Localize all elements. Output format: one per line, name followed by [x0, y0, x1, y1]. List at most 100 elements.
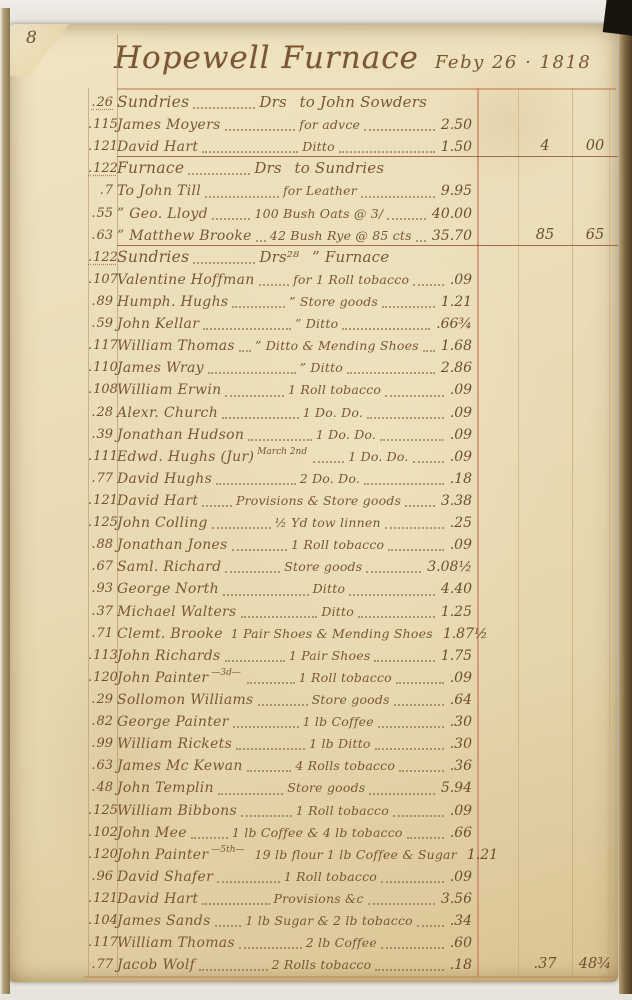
entry-name: David Hart: [117, 492, 199, 509]
account-number: 102: [88, 822, 118, 844]
ledger-row: 107 Valentine Hoffman for 1 Roll tobacco…: [8, 269, 618, 291]
entry-main: David Hart Ditto 1.50: [117, 136, 477, 158]
dotted-leader: [202, 903, 270, 906]
column-gap: [477, 645, 518, 667]
account-number: 121: [88, 888, 118, 910]
entry-description: 1 Roll tobacco: [298, 669, 392, 685]
account-number: 113: [88, 645, 118, 667]
entry-amount: 3.56: [440, 890, 472, 907]
account-number: 28: [88, 402, 117, 424]
ledger-row: 117 William Thomas 2 lb Coffee .60: [8, 932, 618, 954]
trailing-dotted-leader: [342, 328, 431, 331]
trailing-dotted-leader: [384, 527, 444, 530]
column-gap: [477, 866, 518, 888]
trailing-dotted-leader: [357, 615, 435, 618]
entry-amount: .09: [449, 382, 473, 399]
account-number: 77: [88, 954, 117, 976]
entry-description: Provisions &c: [273, 890, 364, 906]
entry-description: Drs to John Sowders: [259, 93, 428, 111]
dotted-leader: [258, 283, 290, 286]
trailing-dotted-leader: [364, 482, 444, 485]
ledger-row: 63 James Mc Kewan 4 Rolls tobacco .36: [8, 755, 618, 777]
entry-main: William Thomas ” Ditto & Mending Shoes 1…: [117, 335, 477, 357]
ledger-row: 115 James Moyers for advce 2.50: [8, 114, 618, 136]
entry-main: David Hart Provisions &c 3.56: [117, 888, 477, 910]
trailing-dotted-leader: [374, 659, 435, 662]
dotted-leader: [217, 880, 280, 883]
entry-description: Drs²⁸ ” Furnace: [259, 247, 390, 266]
entry-main: John Kellar ” Ditto .66¾: [117, 313, 477, 335]
entry-description: ” Ditto: [295, 316, 339, 332]
entry-amount: 35.70: [431, 227, 472, 244]
column-gap: [477, 601, 518, 623]
ledger-row: 26 Sundries Drs to John Sowders: [8, 92, 618, 114]
entry-name: Alexr. Church: [117, 404, 219, 421]
ledger-row: 48 John Templin Store goods 5.94: [8, 777, 618, 799]
dotted-leader: [222, 593, 309, 596]
column-gap: [477, 313, 518, 335]
trailing-dotted-leader: [385, 394, 444, 397]
column-gap: [477, 777, 518, 799]
ledger-row: 37 Michael Walters Ditto 1.25: [8, 601, 618, 623]
entry-main: Jonathan Hudson 1 Do. Do. .09: [117, 424, 477, 446]
account-number: 120: [88, 667, 118, 689]
total-dollars: .37: [533, 956, 557, 973]
ledger-row: 59 John Kellar ” Ditto .66¾: [8, 313, 618, 335]
entry-name: Valentine Hoffman: [117, 271, 255, 288]
binder-clip: [602, 0, 632, 36]
account-number: 108: [88, 379, 118, 401]
entry-description: 1 Roll tobacco: [291, 537, 385, 553]
account-number: 88: [88, 534, 117, 556]
entry-description: 2 Do. Do.: [299, 470, 361, 486]
entry-description: for advce: [299, 117, 361, 133]
dotted-leader: [217, 792, 284, 795]
entry-description: for Leather: [282, 183, 357, 199]
entry-description: 42 Bush Rye @ 85 cts: [269, 227, 412, 243]
entry-date-note: —3d—: [211, 667, 241, 678]
account-number: 48: [88, 777, 117, 799]
entry-description: 1 Roll tobacco: [288, 382, 382, 398]
column-gap: [477, 136, 518, 158]
entry-main: ” Geo. Lloyd 100 Bush Oats @ 3/ 40.00: [117, 203, 477, 225]
book-left-edge: [0, 8, 10, 994]
entry-main: John Painter —5th— 19 lb flour 1 lb Coff…: [117, 844, 498, 866]
entry-name: Clemt. Brooke: [117, 625, 223, 642]
entry-amount: .66: [449, 824, 473, 841]
rule-header-horizontal: [117, 88, 616, 90]
trailing-dotted-leader: [413, 283, 444, 286]
entry-name: Furnace: [117, 159, 185, 178]
entry-name: William Rickets: [117, 736, 233, 753]
trailing-dotted-leader: [388, 549, 444, 552]
column-gap: [477, 667, 518, 689]
column-gap: [477, 490, 518, 512]
dotted-leader: [257, 704, 308, 707]
column-gap: [477, 446, 518, 468]
entry-name: Sundries: [117, 93, 190, 111]
ledger-row: 125 William Bibbons 1 Roll tobacco .09: [8, 800, 618, 822]
entry-amount: .66¾: [436, 316, 473, 333]
entry-description: 19 lb flour 1 lb Coffee & Sugar: [254, 846, 457, 862]
total-dollars: 85: [535, 226, 555, 243]
column-gap: [477, 291, 518, 313]
trailing-dotted-leader: [377, 726, 444, 729]
account-number: 63: [88, 755, 117, 777]
ledger-row: 113 John Richards 1 Pair Shoes 1.75: [8, 645, 618, 667]
page-date: Feby 26 · 1818: [434, 52, 592, 73]
entry-main: David Shafer 1 Roll tobacco .09: [117, 866, 477, 888]
entry-description: 1 Do. Do.: [348, 448, 409, 464]
ledger-row: 55 ” Geo. Lloyd 100 Bush Oats @ 3/ 40.00: [8, 203, 618, 225]
column-gap: [477, 844, 518, 866]
column-gap: [477, 203, 518, 225]
column-gap: [477, 932, 518, 954]
entry-name: John Richards: [117, 647, 221, 664]
entry-description: 1 Pair Shoes: [288, 647, 371, 663]
entry-amount: .09: [449, 802, 473, 819]
column-gap: [477, 755, 518, 777]
entry-name: David Hart: [117, 139, 199, 156]
entry-amount: 5.94: [440, 780, 472, 797]
column-gap: [477, 180, 518, 202]
entry-name: John Painter: [117, 669, 209, 686]
entry-description: 1 lb Sugar & 2 lb tobacco: [245, 913, 413, 929]
column-gap: [477, 402, 518, 424]
dotted-leader: [216, 482, 296, 485]
